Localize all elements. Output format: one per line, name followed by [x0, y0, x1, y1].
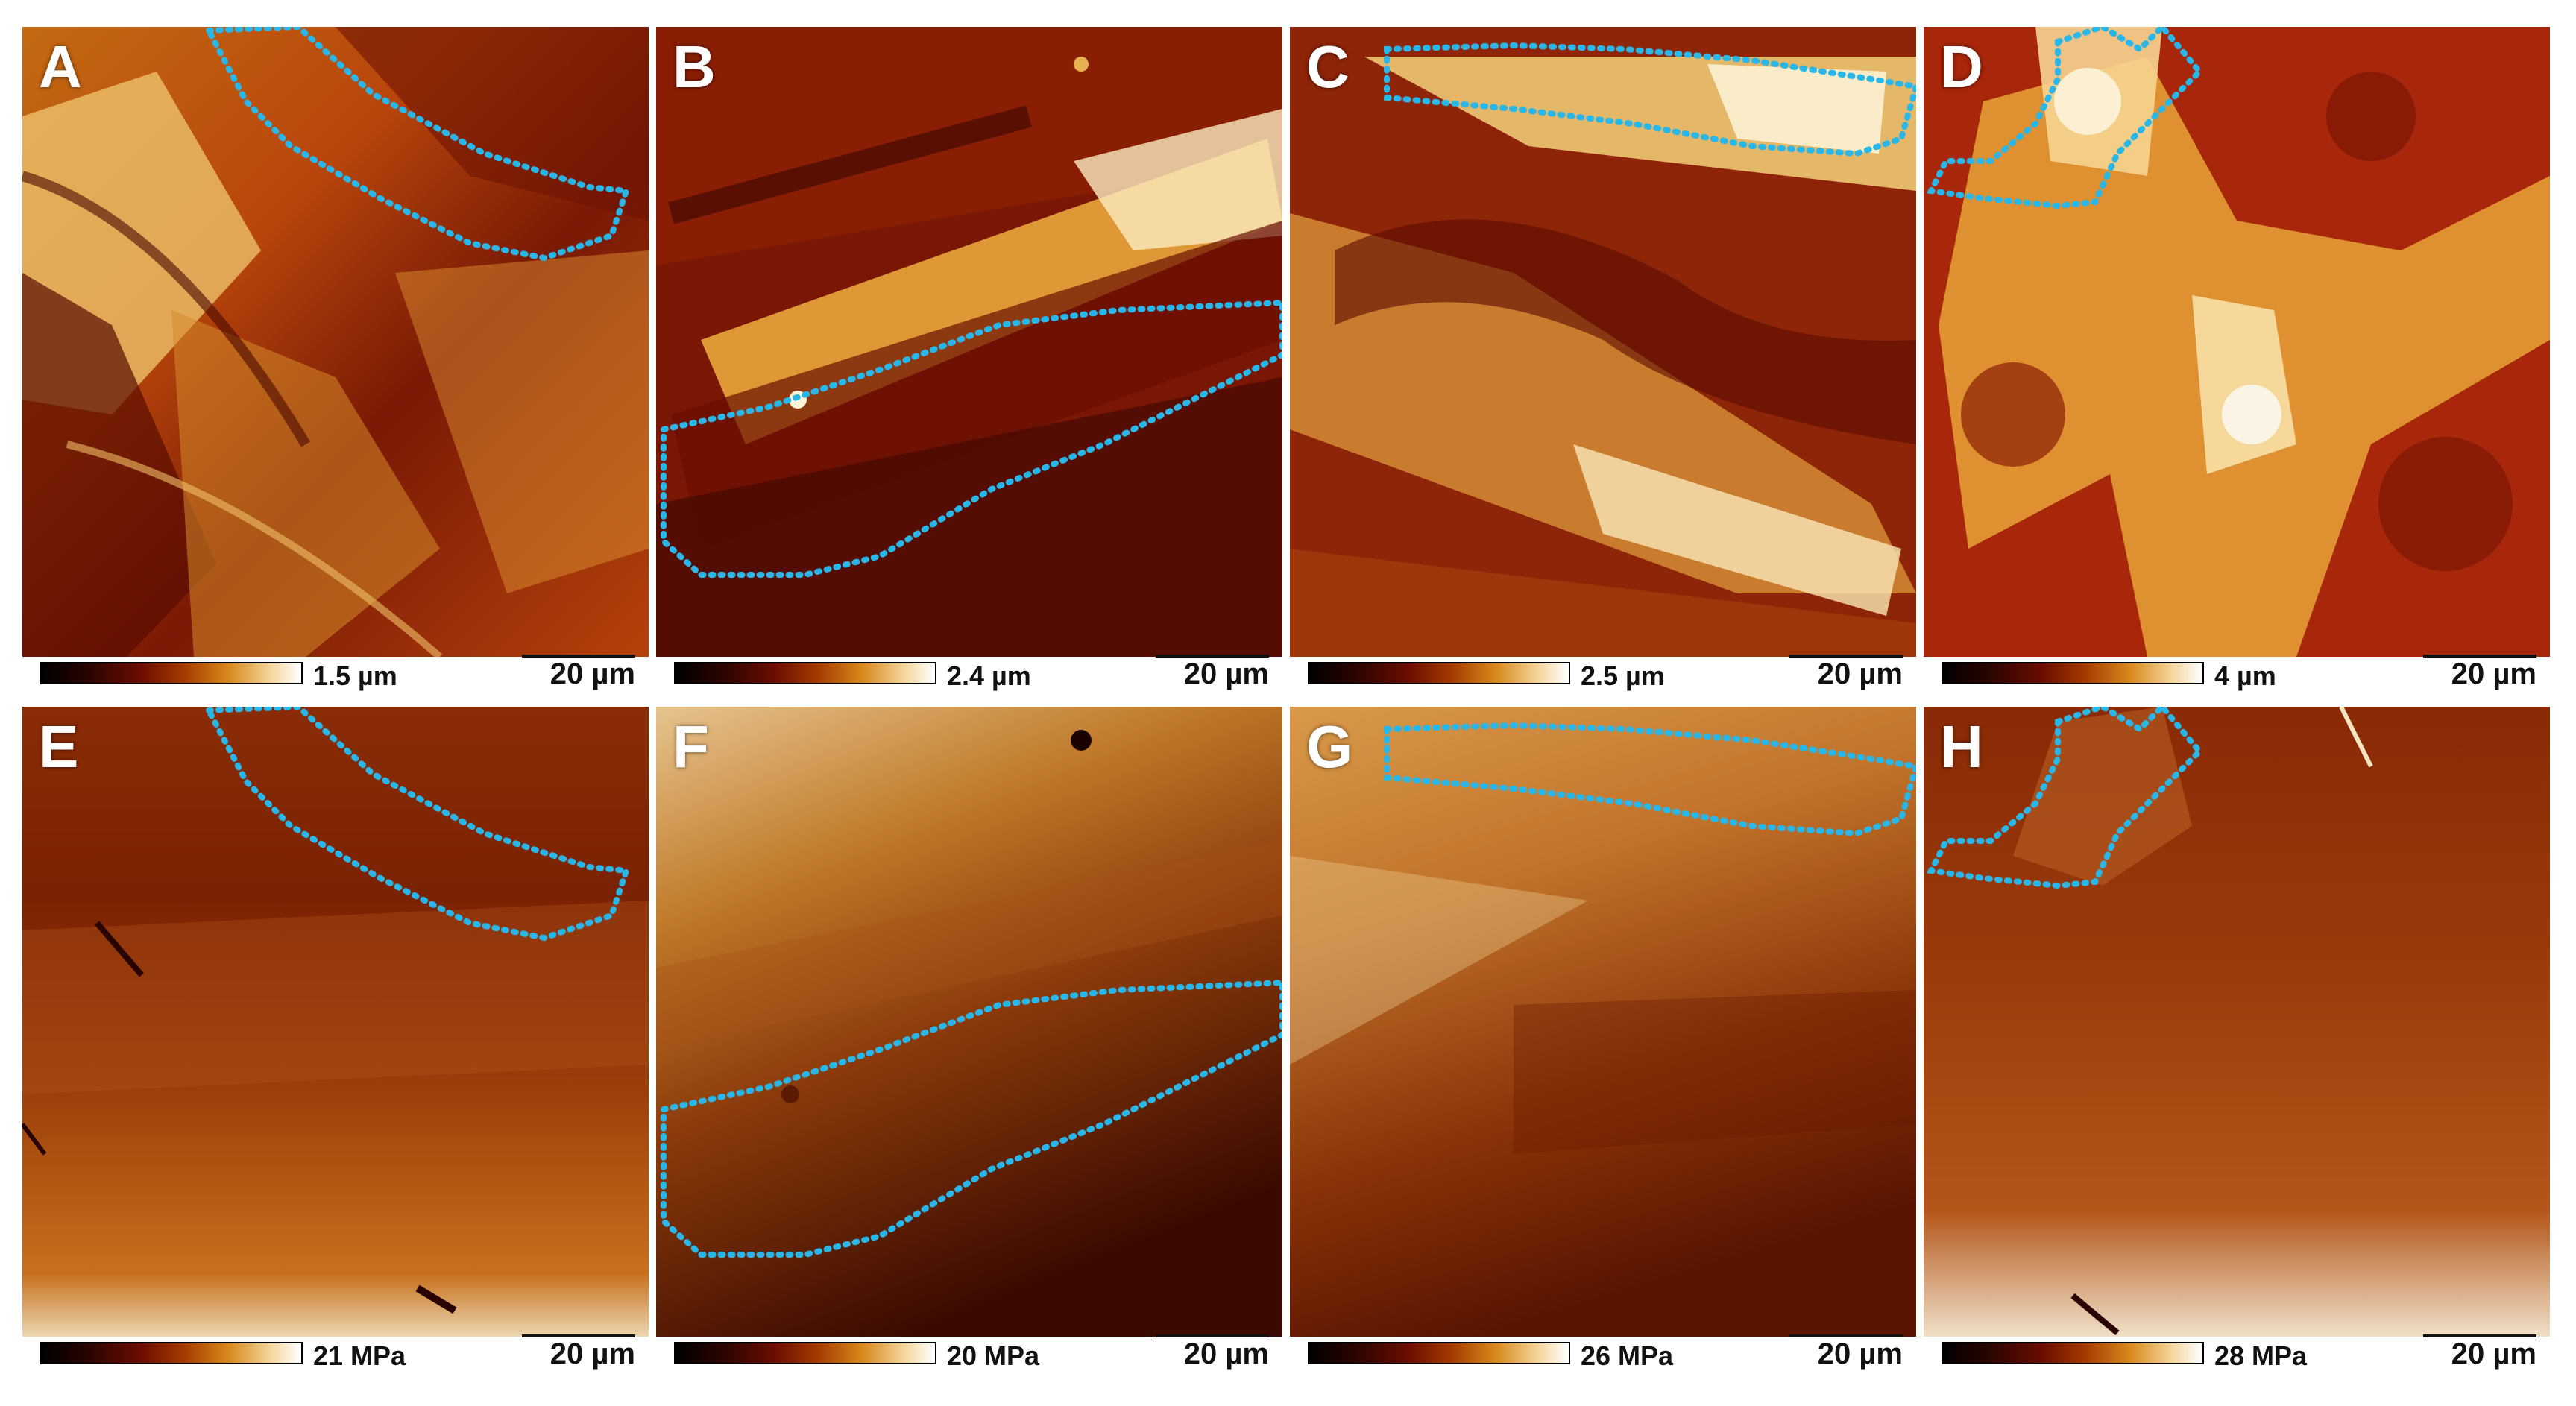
panel-letter: E	[39, 713, 79, 780]
colorbar	[674, 1342, 936, 1364]
panel-letter: H	[1940, 713, 1983, 780]
height-map-image	[22, 27, 649, 657]
scale-bar-label: 20 µm	[1183, 658, 1269, 690]
scalebar-row: 2.5 µm 20 µm	[1290, 655, 1916, 692]
scale-bar-label: 20 µm	[1183, 1337, 1269, 1370]
panel-g: G	[1290, 707, 1916, 1337]
roi-outline	[1926, 707, 2204, 889]
panel-h: H	[1924, 707, 2550, 1337]
panel-letter: G	[1306, 713, 1353, 780]
scale-bar-label: 20 µm	[2451, 1337, 2536, 1370]
scale-bar	[2423, 655, 2536, 658]
panel-f: F	[656, 707, 1282, 1337]
colorbar	[1308, 1342, 1570, 1364]
panel-c: C	[1290, 27, 1916, 657]
panel-letter: B	[673, 34, 716, 100]
scale-bar	[522, 655, 635, 658]
roi-outline	[204, 27, 631, 262]
scale-bar	[1789, 655, 1903, 658]
scalebar-row: 4 µm 20 µm	[1924, 655, 2550, 692]
modulus-map-image	[22, 707, 649, 1337]
panel-letter: C	[1306, 34, 1350, 100]
roi-outline	[661, 299, 1282, 578]
scale-bar-label: 20 µm	[549, 658, 635, 690]
scale-bar-label: 20 µm	[1817, 1337, 1903, 1370]
colorbar-max-label: 1.5 µm	[313, 661, 397, 691]
colorbar	[40, 1342, 303, 1364]
scalebar-row: 2.4 µm 20 µm	[656, 655, 1282, 692]
scale-bar	[2423, 1334, 2536, 1337]
colorbar-max-label: 4 µm	[2214, 661, 2276, 691]
height-map-image	[656, 27, 1282, 657]
colorbar	[1942, 1342, 2204, 1364]
modulus-map-image	[656, 707, 1282, 1337]
colorbar-max-label: 20 MPa	[947, 1340, 1040, 1371]
scalebar-row: 20 MPa 20 µm	[656, 1334, 1282, 1372]
colorbar	[40, 662, 303, 684]
colorbar-max-label: 21 MPa	[313, 1340, 406, 1371]
colorbar	[674, 662, 936, 684]
panel-letter: A	[39, 34, 82, 100]
colorbar-max-label: 2.4 µm	[947, 661, 1031, 691]
roi-outline	[204, 707, 631, 942]
scale-bar	[1156, 1334, 1269, 1337]
panel-a: A	[22, 27, 649, 657]
panel-letter: F	[673, 713, 709, 780]
panel-b: B	[656, 27, 1282, 657]
scalebar-row: 26 MPa 20 µm	[1290, 1334, 1916, 1372]
scale-bar	[1789, 1334, 1903, 1337]
scalebar-row: 1.5 µm 20 µm	[22, 655, 649, 692]
colorbar	[1942, 662, 2204, 684]
roi-outline	[1926, 27, 2204, 209]
scalebar-row: 21 MPa 20 µm	[22, 1334, 649, 1372]
panel-letter: D	[1940, 34, 1983, 100]
height-map-image	[1290, 27, 1916, 657]
scalebar-row: 28 MPa 20 µm	[1924, 1334, 2550, 1372]
scale-bar-label: 20 µm	[2451, 658, 2536, 690]
scale-bar	[522, 1334, 635, 1337]
panel-e: E	[22, 707, 649, 1337]
colorbar	[1308, 662, 1570, 684]
scale-bar-label: 20 µm	[1817, 658, 1903, 690]
roi-outline	[661, 979, 1282, 1258]
colorbar-max-label: 28 MPa	[2214, 1340, 2308, 1371]
colorbar-max-label: 26 MPa	[1581, 1340, 1674, 1371]
modulus-map-image	[1290, 707, 1916, 1337]
roi-outline	[1384, 42, 1916, 157]
scale-bar	[1156, 655, 1269, 658]
panel-d: D	[1924, 27, 2550, 657]
colorbar-max-label: 2.5 µm	[1581, 661, 1665, 691]
scale-bar-label: 20 µm	[549, 1337, 635, 1370]
height-map-image	[1924, 27, 2550, 657]
roi-outline	[1384, 722, 1916, 837]
